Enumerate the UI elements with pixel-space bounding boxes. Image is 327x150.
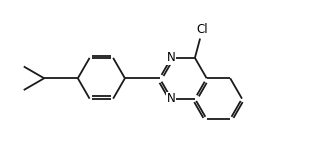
Text: Cl: Cl xyxy=(196,23,208,36)
Text: N: N xyxy=(167,51,176,64)
Text: N: N xyxy=(167,92,176,105)
